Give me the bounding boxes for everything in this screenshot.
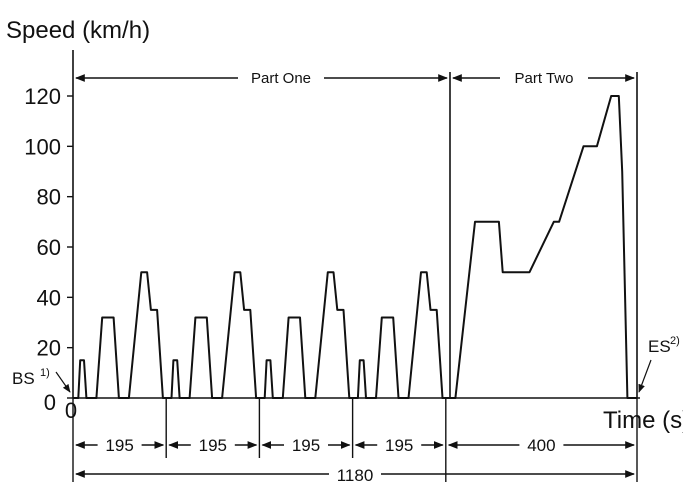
- bs-pointer: [55, 371, 71, 393]
- es-superscript: 2): [670, 335, 680, 347]
- y-tick-label: 120: [24, 84, 61, 109]
- segment-duration-label: 195: [385, 436, 413, 455]
- segment-duration-label: 195: [199, 436, 227, 455]
- segment-duration-label: 195: [105, 436, 133, 455]
- y-tick-label: 40: [37, 285, 61, 310]
- bs-label: BS: [12, 369, 35, 388]
- y-tick-label: 100: [24, 134, 61, 159]
- y-tick-label: 80: [37, 185, 61, 210]
- y-tick-label: 20: [37, 336, 61, 361]
- es-pointer: [638, 359, 652, 393]
- total-dimension: 1180: [75, 466, 635, 484]
- segment-dimensions: 195 195 195 195 400: [72, 398, 638, 482]
- bs-superscript: 1): [40, 367, 50, 379]
- part-one-label: Part One: [251, 70, 311, 87]
- y-tick-label: 0: [44, 390, 56, 415]
- segment-duration-label: 400: [527, 436, 555, 455]
- es-label: ES: [648, 337, 671, 356]
- segment-duration-label: 195: [292, 436, 320, 455]
- total-duration-label: 1180: [337, 466, 374, 484]
- y-ticks: 20 40 60 80 100 120 0: [24, 84, 73, 415]
- part-two-label: Part Two: [515, 70, 574, 87]
- x-axis-title: Time (s): [603, 407, 683, 434]
- y-tick-label: 60: [37, 235, 61, 260]
- x-tick-label-origin: 0: [65, 398, 77, 423]
- y-axis-title: Speed (km/h): [6, 17, 150, 44]
- speed-profile-line: [73, 95, 637, 399]
